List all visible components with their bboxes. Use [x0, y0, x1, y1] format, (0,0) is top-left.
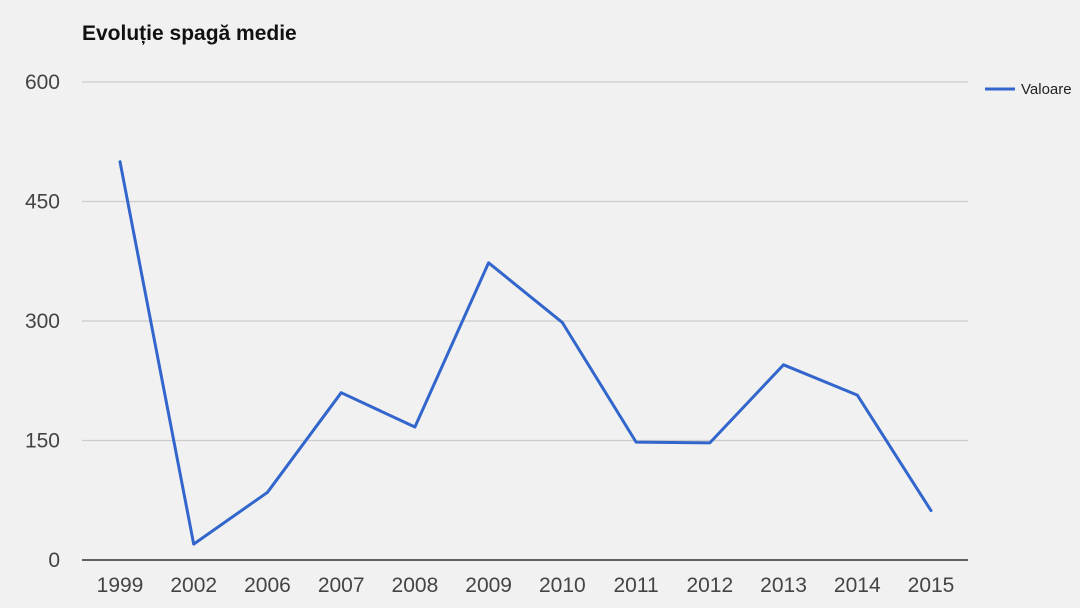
data-point	[118, 160, 122, 164]
x-tick-label: 2015	[908, 574, 955, 597]
x-tick-label: 2010	[539, 574, 586, 597]
y-tick-label: 450	[25, 191, 60, 214]
gridlines	[82, 81, 968, 442]
data-point	[929, 509, 933, 513]
data-point	[265, 490, 269, 494]
x-tick-label: 2013	[760, 574, 807, 597]
y-tick-label: 0	[48, 549, 60, 572]
data-point	[339, 391, 343, 395]
data-point	[708, 441, 712, 445]
data-point	[413, 425, 417, 429]
x-tick-label: 2008	[392, 574, 439, 597]
x-tick-label: 1999	[97, 574, 144, 597]
data-point	[782, 363, 786, 367]
y-tick-label: 150	[25, 430, 60, 453]
x-tick-label: 2009	[465, 574, 512, 597]
series-layer	[118, 160, 933, 546]
data-point	[560, 321, 564, 325]
x-tick-label: 2006	[244, 574, 291, 597]
x-tick-label: 2002	[170, 574, 217, 597]
data-point	[487, 261, 491, 265]
x-tick-label: 2011	[614, 574, 659, 597]
x-tick-label: 2007	[318, 574, 365, 597]
data-point	[634, 440, 638, 444]
legend: Valoare	[985, 81, 1072, 98]
y-tick-label: 300	[25, 310, 60, 333]
data-point	[855, 393, 859, 397]
x-tick-label: 2014	[834, 574, 881, 597]
data-point	[192, 542, 196, 546]
axes: 0 150 300 450 600 1999 2002 2006 2007 2008 2009 201…	[25, 71, 968, 597]
series-line	[118, 160, 933, 546]
chart-title: Evoluție spagă medie	[82, 22, 297, 45]
x-tick-label: 2012	[686, 574, 733, 597]
legend-label: Valoare	[1021, 81, 1072, 98]
y-tick-label: 600	[25, 71, 60, 94]
